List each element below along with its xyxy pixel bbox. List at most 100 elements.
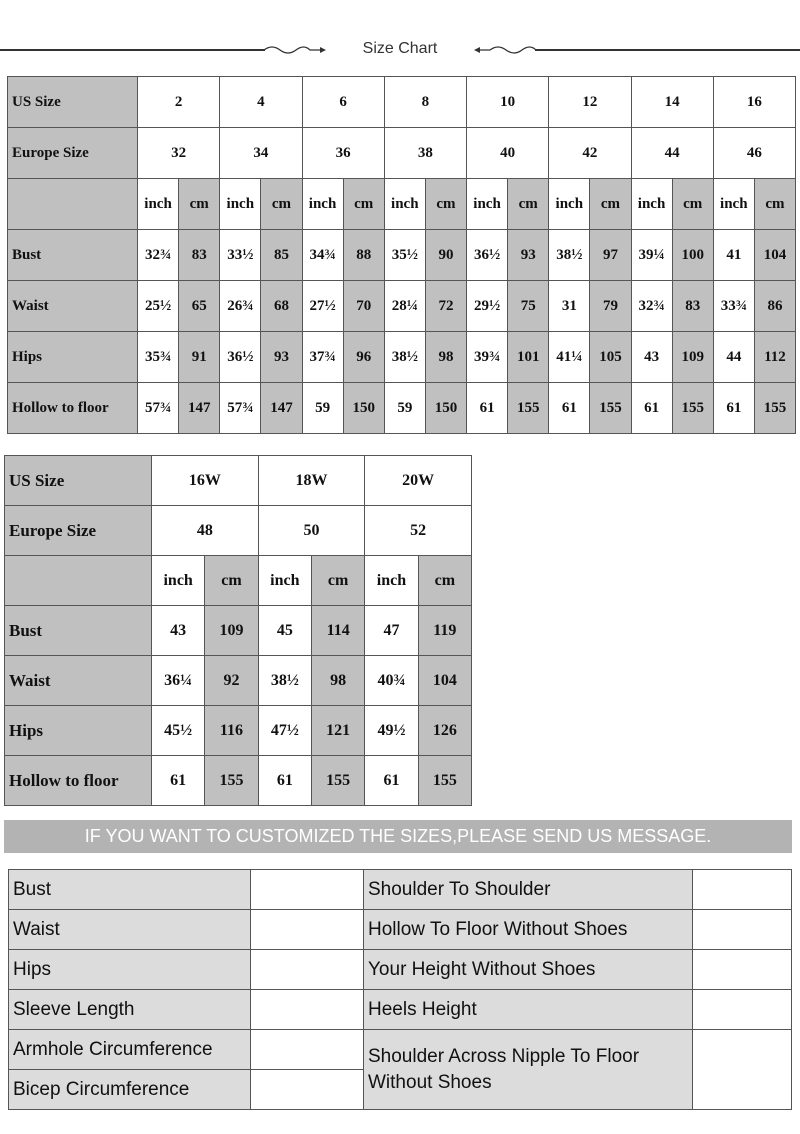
unit-inch: inch (219, 178, 262, 230)
cm-value: 98 (310, 655, 366, 706)
divider-right (535, 49, 800, 51)
measurement-row: Hips 45½ 116 47½ 121 49½ 126 (4, 705, 473, 756)
cm-value: 155 (671, 382, 714, 434)
cm-value: 98 (424, 331, 468, 383)
cm-value: 86 (753, 280, 797, 332)
cm-value: 147 (178, 382, 221, 434)
europe-size-row: Europe Size 48 50 52 (4, 505, 472, 556)
unit-cm: cm (417, 555, 473, 606)
row-label: US Size (7, 76, 138, 128)
measurement-input[interactable] (692, 989, 792, 1030)
measurement-input[interactable] (250, 949, 364, 990)
cm-value: 155 (417, 755, 473, 806)
us-size-row: US Size 16W 18W 20W (4, 455, 472, 506)
inch-value: 29½ (465, 280, 509, 332)
unit-cm: cm (260, 178, 303, 230)
measurement-input[interactable] (250, 1029, 364, 1070)
inch-value: 57¾ (136, 382, 180, 434)
inch-value: 44 (712, 331, 755, 383)
europe-size-cell: 42 (548, 127, 632, 179)
measurement-label: Bicep Circumference (8, 1069, 251, 1110)
inch-value: 61 (257, 755, 312, 806)
cm-value: 155 (204, 755, 259, 806)
inch-value: 37¾ (301, 331, 344, 383)
inch-value: 47½ (257, 705, 312, 756)
unit-cm: cm (424, 178, 468, 230)
unit-inch: inch (630, 178, 673, 230)
cm-value: 150 (342, 382, 385, 434)
us-size-cell: 2 (136, 76, 221, 128)
europe-size-cell: 44 (630, 127, 714, 179)
row-label: Hollow to floor (4, 755, 152, 806)
cm-value: 109 (204, 605, 259, 656)
inch-value: 33½ (219, 229, 262, 281)
us-size-cell: 20W (364, 455, 472, 506)
measurement-input[interactable] (692, 869, 792, 910)
inch-value: 59 (383, 382, 426, 434)
cm-value: 150 (424, 382, 468, 434)
cm-value: 72 (424, 280, 468, 332)
cm-value: 116 (204, 705, 259, 756)
custom-row: Hips Your Height Without Shoes (8, 949, 792, 990)
inch-value: 43 (150, 605, 206, 656)
measurement-input[interactable] (692, 1029, 792, 1110)
cm-value: 105 (589, 331, 632, 383)
us-size-cell: 6 (301, 76, 385, 128)
inch-value: 61 (364, 755, 419, 806)
inch-value: 61 (548, 382, 591, 434)
europe-size-cell: 52 (364, 505, 472, 556)
cm-value: 100 (671, 229, 714, 281)
custom-row: Waist Hollow To Floor Without Shoes (8, 909, 792, 950)
row-label: Hips (7, 331, 138, 383)
measurement-input[interactable] (250, 989, 364, 1030)
us-size-cell: 14 (630, 76, 714, 128)
cm-value: 155 (589, 382, 632, 434)
unit-row: inch cm inch cm inch cm (4, 555, 473, 606)
row-label: US Size (4, 455, 152, 506)
measurement-input[interactable] (692, 949, 792, 990)
custom-size-banner: IF YOU WANT TO CUSTOMIZED THE SIZES,PLEA… (4, 820, 792, 853)
cm-value: 83 (671, 280, 714, 332)
unit-row: inch cm inch cm inch cm inch cm inch cm inch cm inch… (7, 178, 797, 230)
cm-value: 126 (417, 705, 473, 756)
inch-value: 39¾ (465, 331, 509, 383)
inch-value: 45½ (150, 705, 206, 756)
measurement-label: Bust (8, 869, 251, 910)
measurement-input[interactable] (250, 909, 364, 950)
measurement-input[interactable] (250, 869, 364, 910)
us-size-cell: 18W (257, 455, 366, 506)
us-size-cell: 4 (219, 76, 303, 128)
inch-value: 38½ (548, 229, 591, 281)
inch-value: 33¾ (712, 280, 755, 332)
row-label: Europe Size (4, 505, 152, 556)
unit-cm: cm (753, 178, 797, 230)
inch-value: 43 (630, 331, 673, 383)
measurement-label: Armhole Circumference (8, 1029, 251, 1070)
unit-inch: inch (383, 178, 426, 230)
wave-arrow-right-icon (263, 46, 326, 54)
inch-value: 31 (548, 280, 591, 332)
measurement-label: Sleeve Length (8, 989, 251, 1030)
row-label: Hollow to floor (7, 382, 138, 434)
measurement-input[interactable] (692, 909, 792, 950)
row-label (7, 178, 138, 230)
unit-inch: inch (364, 555, 419, 606)
europe-size-cell: 32 (136, 127, 221, 179)
us-size-row: US Size 2 4 6 8 10 12 14 16 (7, 76, 797, 128)
cm-value: 97 (589, 229, 632, 281)
inch-value: 59 (301, 382, 344, 434)
cm-value: 79 (589, 280, 632, 332)
inch-value: 36½ (465, 229, 509, 281)
cm-value: 119 (417, 605, 473, 656)
divider-left (0, 49, 265, 51)
europe-size-cell: 34 (219, 127, 303, 179)
unit-cm: cm (178, 178, 221, 230)
us-size-cell: 12 (548, 76, 632, 128)
measurement-row: Hips 35¾ 91 36½ 93 37¾ 96 38½ 98 39¾ 101 41¼ 105 43 10… (7, 331, 797, 383)
page-title: Size Chart (362, 40, 438, 57)
unit-inch: inch (548, 178, 591, 230)
size-table-plus: US Size 16W 18W 20W Europe Size 48 50 52 inch cm i… (4, 455, 473, 806)
cm-value: 114 (310, 605, 366, 656)
measurement-input[interactable] (250, 1069, 364, 1110)
inch-value: 61 (712, 382, 755, 434)
